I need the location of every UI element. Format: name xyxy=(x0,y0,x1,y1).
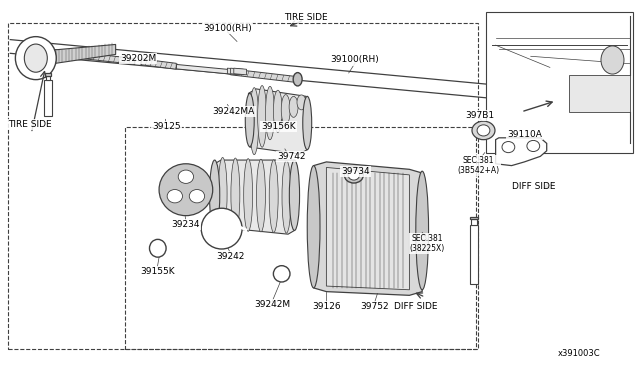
Text: 39100(RH): 39100(RH) xyxy=(203,24,252,33)
Text: 39156K: 39156K xyxy=(261,122,296,131)
Ellipse shape xyxy=(257,159,266,232)
Text: SEC.381
(38225X): SEC.381 (38225X) xyxy=(410,234,445,253)
Polygon shape xyxy=(45,73,51,76)
Ellipse shape xyxy=(245,93,254,147)
Polygon shape xyxy=(44,80,52,116)
Ellipse shape xyxy=(244,158,253,231)
Polygon shape xyxy=(470,225,478,284)
Ellipse shape xyxy=(348,170,360,180)
Ellipse shape xyxy=(289,96,298,117)
Text: SEC.381
(3B542+A): SEC.381 (3B542+A) xyxy=(458,156,499,175)
Ellipse shape xyxy=(303,96,312,150)
Polygon shape xyxy=(486,12,633,153)
Text: 39742: 39742 xyxy=(277,152,305,161)
Polygon shape xyxy=(176,64,230,74)
Ellipse shape xyxy=(527,140,540,151)
Text: DIFF SIDE: DIFF SIDE xyxy=(394,302,438,311)
Text: 39734: 39734 xyxy=(341,167,369,176)
Text: 39242: 39242 xyxy=(216,252,244,261)
Text: 39125: 39125 xyxy=(152,122,181,131)
Polygon shape xyxy=(326,167,410,290)
Ellipse shape xyxy=(159,164,212,216)
Polygon shape xyxy=(46,76,50,80)
Text: 39242MA: 39242MA xyxy=(212,108,255,116)
Polygon shape xyxy=(470,217,478,219)
Ellipse shape xyxy=(281,94,290,125)
Polygon shape xyxy=(45,44,116,65)
Ellipse shape xyxy=(289,160,300,231)
Text: 39234: 39234 xyxy=(172,221,200,230)
Ellipse shape xyxy=(150,239,166,257)
Ellipse shape xyxy=(477,125,490,136)
Ellipse shape xyxy=(231,158,240,231)
Polygon shape xyxy=(471,219,477,225)
Ellipse shape xyxy=(472,121,495,140)
Ellipse shape xyxy=(167,189,182,203)
Ellipse shape xyxy=(218,157,227,230)
Polygon shape xyxy=(214,160,294,234)
Text: 39202M: 39202M xyxy=(120,54,156,62)
Ellipse shape xyxy=(24,44,47,72)
Text: 39752: 39752 xyxy=(360,302,388,311)
Ellipse shape xyxy=(269,160,278,232)
Polygon shape xyxy=(495,138,547,166)
Text: 39155K: 39155K xyxy=(140,267,175,276)
Polygon shape xyxy=(234,68,246,75)
Polygon shape xyxy=(49,49,135,64)
Ellipse shape xyxy=(273,266,290,282)
Text: TIRE SIDE: TIRE SIDE xyxy=(284,13,328,22)
Ellipse shape xyxy=(266,86,275,140)
Polygon shape xyxy=(141,59,176,69)
Text: 397B1: 397B1 xyxy=(465,111,494,120)
Polygon shape xyxy=(314,162,422,295)
Ellipse shape xyxy=(601,46,624,74)
Ellipse shape xyxy=(15,37,56,80)
Text: 39100(RH): 39100(RH) xyxy=(331,55,380,64)
Text: TIRE SIDE: TIRE SIDE xyxy=(8,121,51,129)
Polygon shape xyxy=(248,89,307,154)
Ellipse shape xyxy=(258,86,267,147)
Ellipse shape xyxy=(293,73,302,86)
Text: 39242M: 39242M xyxy=(254,300,290,309)
Ellipse shape xyxy=(178,170,193,183)
Ellipse shape xyxy=(307,166,320,288)
Ellipse shape xyxy=(209,160,220,231)
Ellipse shape xyxy=(344,167,364,183)
Text: DIFF SIDE: DIFF SIDE xyxy=(512,182,556,190)
Polygon shape xyxy=(230,68,243,75)
Ellipse shape xyxy=(502,141,515,153)
Ellipse shape xyxy=(250,88,259,155)
Polygon shape xyxy=(569,75,630,112)
Ellipse shape xyxy=(273,90,282,132)
Ellipse shape xyxy=(282,160,291,233)
Polygon shape xyxy=(227,68,240,75)
Ellipse shape xyxy=(416,171,429,290)
Text: 39110A: 39110A xyxy=(507,129,542,139)
Ellipse shape xyxy=(201,208,242,249)
Ellipse shape xyxy=(297,95,306,110)
Text: x391003C: x391003C xyxy=(557,349,600,358)
Ellipse shape xyxy=(189,189,205,203)
Text: 39126: 39126 xyxy=(312,302,340,311)
Polygon shape xyxy=(230,69,294,82)
